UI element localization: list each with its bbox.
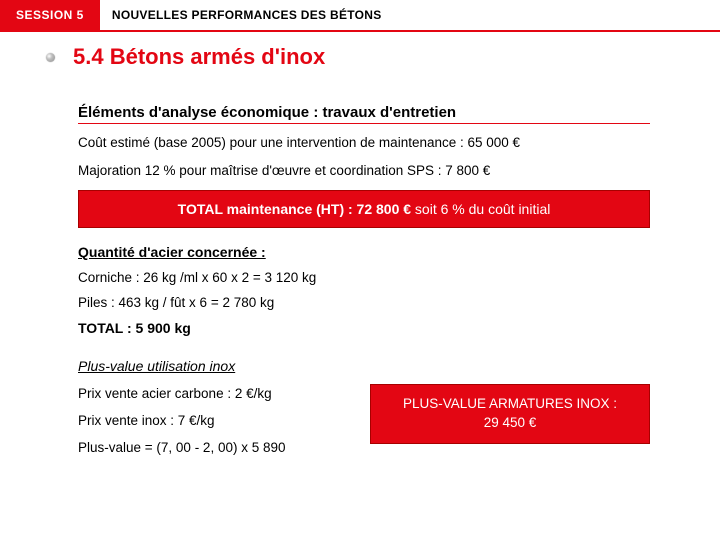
plus-value-title: Plus-value utilisation inox (78, 358, 370, 374)
analysis-line-2: Majoration 12 % pour maîtrise d'œuvre et… (78, 162, 650, 180)
steel-qty-total: TOTAL : 5 900 kg (78, 320, 650, 336)
steel-qty-piles: Piles : 463 kg / fût x 6 = 2 780 kg (78, 295, 650, 310)
analysis-line-1: Coût estimé (base 2005) pour une interve… (78, 134, 650, 152)
steel-qty-title: Quantité d'acier concernée : (78, 244, 650, 260)
pv-box-line2: 29 450 € (484, 415, 537, 430)
plus-value-left: Plus-value utilisation inox Prix vente a… (78, 358, 370, 467)
bullet-icon (46, 53, 55, 62)
total-maintenance-box: TOTAL maintenance (HT) : 72 800 € soit 6… (78, 190, 650, 228)
session-badge: SESSION 5 (0, 0, 100, 30)
total-maintenance-suffix: soit 6 % du coût initial (411, 201, 550, 217)
pv-calc: Plus-value = (7, 00 - 2, 00) x 5 890 (78, 440, 370, 455)
pv-box-line1: PLUS-VALUE ARMATURES INOX : (403, 396, 617, 411)
header-rule (0, 30, 720, 32)
section-title-row: 5.4 Bétons armés d'inox (46, 44, 720, 70)
total-maintenance-strong: TOTAL maintenance (HT) : 72 800 € (178, 201, 411, 217)
slide-header: SESSION 5 NOUVELLES PERFORMANCES DES BÉT… (0, 0, 720, 30)
pv-prix-inox: Prix vente inox : 7 €/kg (78, 413, 370, 428)
pv-prix-carbone: Prix vente acier carbone : 2 €/kg (78, 386, 370, 401)
header-title: NOUVELLES PERFORMANCES DES BÉTONS (100, 0, 720, 30)
plus-value-area: Plus-value utilisation inox Prix vente a… (78, 358, 650, 467)
section-title: 5.4 Bétons armés d'inox (73, 44, 325, 70)
analysis-title: Éléments d'analyse économique : travaux … (78, 104, 650, 124)
content-area: Éléments d'analyse économique : travaux … (78, 104, 650, 467)
plus-value-box: PLUS-VALUE ARMATURES INOX : 29 450 € (370, 384, 650, 444)
steel-qty-corniche: Corniche : 26 kg /ml x 60 x 2 = 3 120 kg (78, 270, 650, 285)
